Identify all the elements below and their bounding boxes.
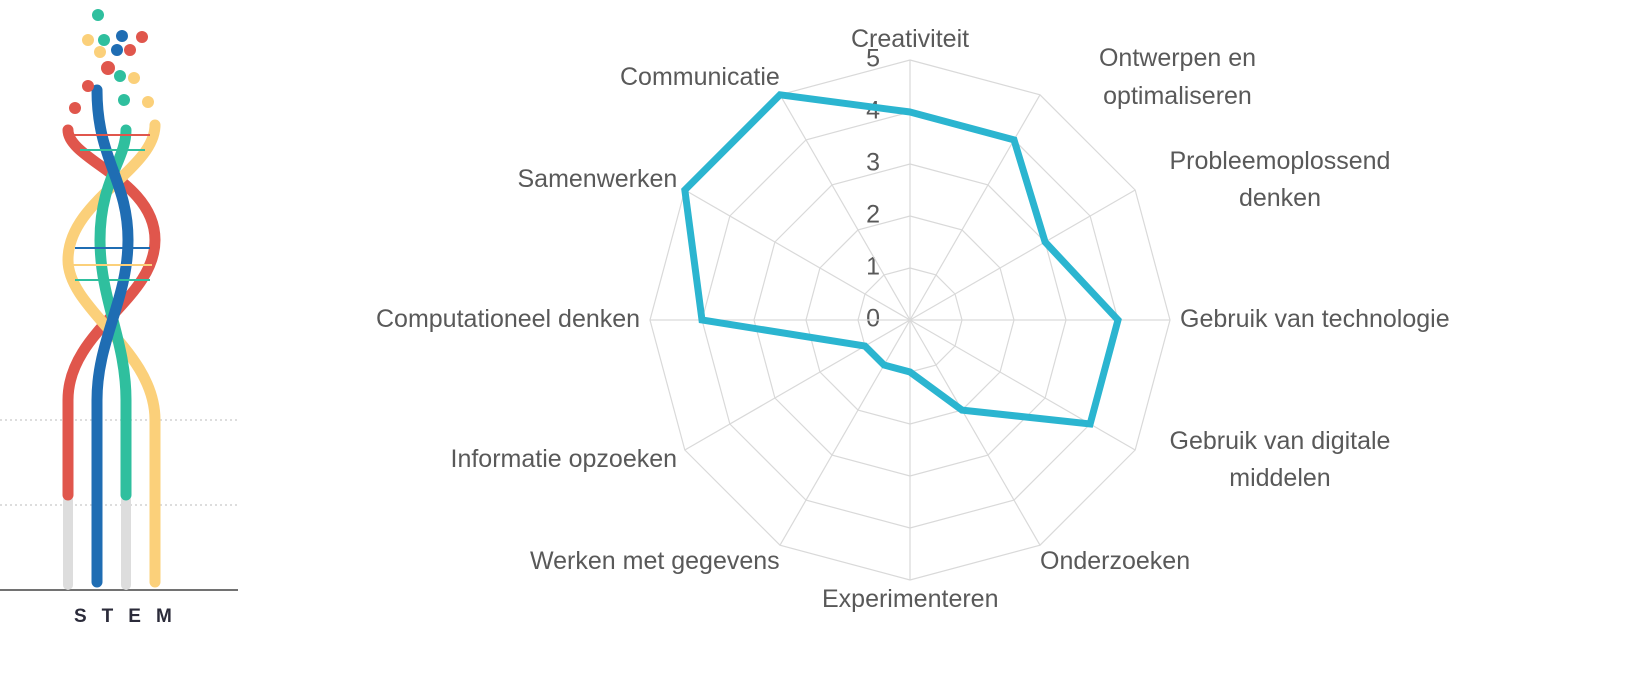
strand [62, 124, 161, 501]
r-tick-label: 0 [866, 305, 880, 333]
data-line [681, 91, 1122, 428]
r-tick-label: 1 [866, 253, 880, 281]
spoke [684, 189, 911, 321]
spoke [779, 319, 911, 546]
spoke [779, 94, 911, 321]
rungs [72, 134, 152, 281]
spoke [909, 319, 1041, 546]
r-tick-label: 3 [866, 149, 880, 177]
strand [94, 124, 132, 501]
category-label: Creativiteit [851, 25, 970, 53]
spoke [684, 319, 911, 451]
category-label: Computationeel denken [376, 305, 641, 333]
logo-text: STEM [74, 606, 187, 627]
category-label: Gebruik van digitale middelen [1169, 426, 1391, 493]
dots [69, 9, 154, 114]
strand [91, 84, 134, 588]
category-label: Experimenteren [822, 585, 999, 613]
category-label: Probleemoplossend denken [1169, 146, 1391, 213]
r-tick-label: 2 [866, 201, 880, 229]
spoke [909, 94, 1041, 321]
category-label: Ontwerpen en optimaliseren [1098, 44, 1257, 110]
category-label: Samenwerken [517, 165, 678, 193]
category-label: Onderzoeken [1040, 547, 1191, 576]
category-label: Gebruik van technologie [1180, 305, 1450, 333]
spoke [909, 319, 1136, 451]
category-label: Werken met gegevens [530, 547, 780, 576]
category-label: Communicatie [620, 62, 780, 91]
r-tick-label: 5 [866, 45, 880, 73]
category-label: Informatie opzoeken [450, 445, 678, 473]
strand [62, 119, 161, 588]
logo: STEM [0, 9, 238, 627]
spoke [909, 189, 1136, 321]
